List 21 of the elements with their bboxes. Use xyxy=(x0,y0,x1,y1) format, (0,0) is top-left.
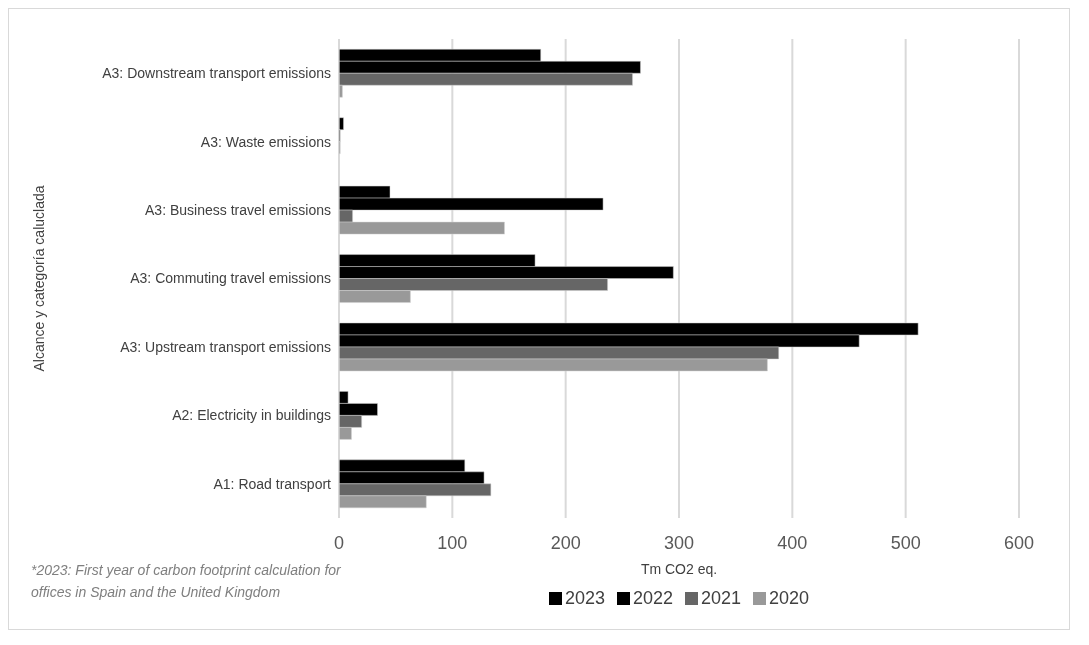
y-tick-label: A3: Commuting travel emissions xyxy=(130,270,331,287)
x-tick-label: 100 xyxy=(437,532,468,553)
y-tick-label: A1: Road transport xyxy=(213,475,332,492)
legend-label: 2023 xyxy=(564,588,605,609)
x-axis-title: Tm CO2 eq. xyxy=(640,561,718,577)
x-tick-label: 300 xyxy=(663,532,695,553)
legend-label: 2022 xyxy=(632,588,673,609)
y-tick-label: A3: Waste emissions xyxy=(200,133,331,150)
y-axis-title: Alcance y categoría caluclada xyxy=(30,185,47,372)
x-tick-label: 0 xyxy=(333,532,345,553)
legend-label: 2021 xyxy=(701,588,742,609)
x-tick-label: 600 xyxy=(1003,532,1035,553)
x-tick-label: 200 xyxy=(550,532,581,553)
y-tick-label: A3: Business travel emissions xyxy=(145,202,331,219)
text: *2023: First year of carbon footprint calculation for offices in Spain and the United Kingdom xyxy=(31,561,342,602)
legend-label: 2020 xyxy=(769,588,810,609)
y-tick-label: A2: Electricity in buildings xyxy=(172,407,331,424)
x-tick-label: 500 xyxy=(890,532,921,553)
y-tick-label: A3: Upstream transport emissions xyxy=(120,338,331,355)
x-tick-label: 400 xyxy=(777,532,808,553)
y-tick-label: A3: Downstream transport emissions xyxy=(102,65,331,82)
